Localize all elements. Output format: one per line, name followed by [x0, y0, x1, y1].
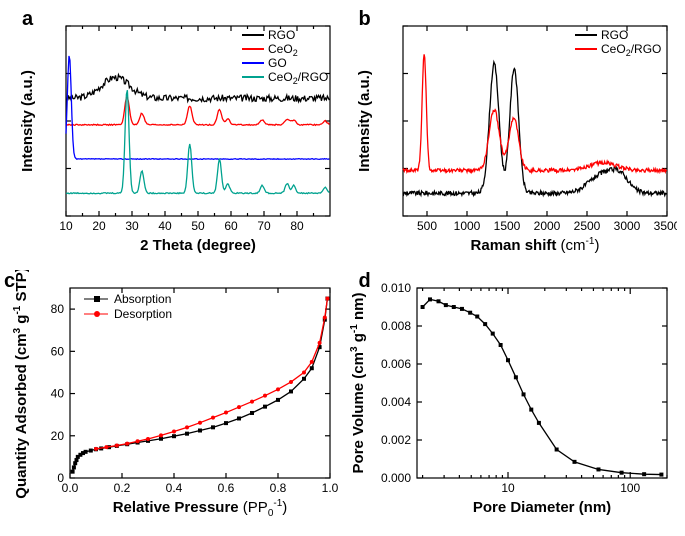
svg-text:0.004: 0.004 [380, 395, 410, 409]
panel-a-label: a [22, 8, 33, 31]
svg-text:50: 50 [191, 219, 205, 233]
svg-text:60: 60 [224, 219, 238, 233]
svg-text:Relative Pressure (PP0-1): Relative Pressure (PP0-1) [113, 498, 288, 519]
svg-text:80: 80 [51, 302, 65, 316]
svg-text:80: 80 [290, 219, 304, 233]
svg-text:60: 60 [51, 344, 65, 358]
svg-text:3000: 3000 [613, 219, 640, 233]
svg-text:0: 0 [57, 471, 64, 485]
svg-text:RGO: RGO [268, 28, 295, 42]
svg-text:0.008: 0.008 [380, 319, 410, 333]
svg-text:10: 10 [59, 219, 73, 233]
svg-text:0.8: 0.8 [270, 481, 287, 495]
svg-text:0.6: 0.6 [218, 481, 235, 495]
svg-text:70: 70 [257, 219, 271, 233]
svg-text:1500: 1500 [493, 219, 520, 233]
svg-text:1.0: 1.0 [322, 481, 339, 495]
svg-text:2000: 2000 [533, 219, 560, 233]
svg-text:Quantity Adsorbed (cm3 g-1 STP: Quantity Adsorbed (cm3 g-1 STP) [12, 270, 30, 499]
svg-text:RGO: RGO [601, 28, 628, 42]
svg-text:1000: 1000 [453, 219, 480, 233]
svg-text:2 Theta (degree): 2 Theta (degree) [140, 237, 256, 254]
panel-c-chart: 0.0 0.2 0.4 0.6 0.8 1.0 0 20 40 60 80 Relative Pres… [8, 270, 340, 528]
svg-text:2500: 2500 [573, 219, 600, 233]
panel-c-label: c [4, 270, 15, 293]
svg-text:40: 40 [51, 387, 65, 401]
svg-text:20: 20 [92, 219, 106, 233]
svg-text:Pore Volume (cm3 g-1 nm): Pore Volume (cm3 g-1 nm) [349, 293, 367, 474]
svg-text:3500: 3500 [653, 219, 676, 233]
svg-text:0.4: 0.4 [166, 481, 183, 495]
svg-text:CeO2/RGO: CeO2/RGO [601, 42, 661, 58]
svg-text:0.2: 0.2 [114, 481, 131, 495]
svg-text:Absorption: Absorption [114, 292, 171, 306]
svg-text:Intensity (a.u.): Intensity (a.u.) [356, 70, 373, 172]
panel-a: a 10 20 30 40 50 60 70 80 2 Theta (degree) Intens… [8, 8, 341, 266]
svg-text:40: 40 [158, 219, 172, 233]
panel-b: b 500 1000 1500 2000 2500 3000 3500 Raman shift… [345, 8, 678, 266]
panel-d-chart: 10 100 0.000 0.002 0.004 0.006 0.008 0.010 Pore … [345, 270, 677, 528]
svg-text:GO: GO [268, 56, 287, 70]
svg-text:20: 20 [51, 429, 65, 443]
svg-text:0.000: 0.000 [380, 471, 410, 485]
panel-c: c 0.00.20.40.60.81.0020406080Relative Pr… [8, 270, 341, 528]
svg-text:0.010: 0.010 [380, 281, 410, 295]
svg-text:Intensity (a.u.): Intensity (a.u.) [19, 70, 36, 172]
panel-d-label: d [359, 270, 371, 293]
svg-text:Desorption: Desorption [114, 307, 172, 321]
svg-text:0.0: 0.0 [62, 481, 79, 495]
panel-b-chart: 500 1000 1500 2000 2500 3000 3500 Raman shift (… [345, 8, 677, 266]
panel-d: d 10 100 0.000 0.002 0.004 0.006 0.008 0.010 Por… [345, 270, 678, 528]
svg-text:CeO2/RGO: CeO2/RGO [268, 70, 328, 86]
svg-text:30: 30 [125, 219, 139, 233]
svg-text:0.002: 0.002 [380, 433, 410, 447]
panel-a-chart: 10 20 30 40 50 60 70 80 2 Theta (degree) Intensit… [8, 8, 340, 266]
figure-grid: a 10 20 30 40 50 60 70 80 2 Theta (degree) Intens… [8, 8, 677, 528]
svg-text:100: 100 [620, 481, 640, 495]
svg-text:10: 10 [501, 481, 515, 495]
svg-text:0.006: 0.006 [380, 357, 410, 371]
svg-text:500: 500 [416, 219, 436, 233]
svg-text:Pore Diameter (nm): Pore Diameter (nm) [472, 499, 610, 516]
svg-text:Raman shift (cm-1): Raman shift (cm-1) [470, 236, 599, 254]
panel-b-label: b [359, 8, 371, 31]
